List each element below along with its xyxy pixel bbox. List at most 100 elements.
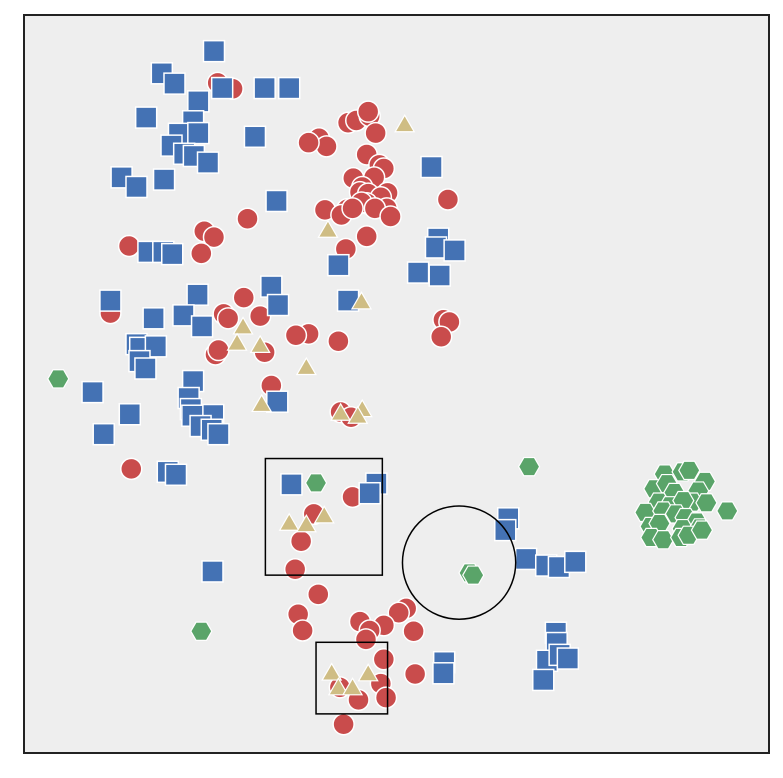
circle-point (374, 686, 398, 709)
hexagon-point (652, 530, 675, 550)
square-point (424, 236, 448, 259)
square-point (152, 168, 176, 191)
circle-point (387, 601, 410, 625)
square-point (134, 357, 157, 380)
triangle-point (357, 663, 379, 682)
triangle-point (313, 505, 335, 524)
triangle-point (251, 393, 273, 413)
triangle-point (295, 514, 317, 533)
circle-point (283, 557, 307, 581)
triangle-point (232, 316, 254, 335)
square-point (134, 106, 158, 129)
circle-point (372, 648, 396, 671)
square-point (266, 293, 290, 317)
circle-point (429, 325, 453, 349)
square-point (142, 307, 165, 330)
square-point (187, 90, 210, 113)
triangle-point (347, 405, 369, 424)
triangle-point (317, 219, 339, 238)
circle-point (190, 242, 213, 265)
square-point (514, 547, 538, 571)
circle-point (402, 619, 425, 643)
triangle-point (350, 291, 373, 310)
circle-point (327, 329, 350, 353)
square-point (118, 403, 142, 426)
triangle-point (327, 677, 349, 696)
square-point (532, 668, 555, 692)
triangle-series (226, 114, 416, 696)
square-point (243, 125, 267, 149)
triangle-point (295, 356, 317, 376)
circle-point (216, 307, 240, 330)
circle-point (284, 324, 308, 347)
triangle-point (341, 677, 364, 696)
square-series (81, 39, 587, 692)
circle-point (207, 338, 230, 362)
hexagon-point (462, 565, 485, 585)
circle-point (120, 457, 143, 481)
circle-point (332, 712, 355, 736)
square-point (564, 550, 587, 574)
circle-point (236, 207, 259, 230)
square-point (163, 72, 186, 95)
circle-point (202, 225, 226, 249)
annotation-layer (264, 457, 517, 715)
square-point (280, 473, 303, 496)
square-point (201, 560, 224, 583)
circle-point (436, 188, 460, 211)
square-point (125, 175, 148, 199)
highlight-box (264, 457, 384, 576)
highlight-box (315, 641, 389, 715)
circle-point (297, 131, 320, 154)
triangle-point (330, 402, 352, 421)
circle-point (355, 225, 378, 248)
square-point (196, 151, 220, 174)
square-point (161, 242, 184, 266)
hexagon-point (678, 460, 701, 481)
square-point (420, 155, 443, 179)
square-point (432, 662, 455, 685)
highlight-circle (401, 505, 517, 620)
square-point (207, 422, 230, 446)
square-point (81, 380, 104, 404)
square-point (190, 315, 214, 338)
hexagon-point (190, 621, 213, 641)
square-point (443, 239, 466, 262)
hexagon-point (695, 493, 718, 513)
triangle-point (394, 114, 416, 133)
square-point (277, 76, 301, 100)
hexagon-point (47, 369, 70, 389)
hexagon-point (517, 456, 541, 477)
triangle-point (278, 512, 300, 531)
hexagon-series (47, 369, 739, 641)
square-point (358, 481, 381, 505)
circle-point (307, 583, 330, 606)
square-point (186, 283, 209, 306)
square-point (92, 422, 115, 446)
circle-point (341, 197, 364, 220)
circle-point (354, 628, 378, 651)
circle-point (356, 100, 380, 123)
hexagon-point (716, 501, 739, 521)
data-marks (47, 39, 739, 736)
square-point (265, 189, 288, 213)
square-point (202, 39, 226, 63)
circle-point (289, 529, 313, 553)
circle-point (232, 286, 256, 309)
circle-point (364, 121, 387, 145)
triangle-point (249, 334, 271, 353)
square-point (210, 76, 234, 100)
square-point (428, 264, 451, 287)
square-point (253, 76, 276, 100)
square-point (187, 121, 210, 145)
triangle-point (226, 332, 248, 351)
square-point (406, 261, 430, 284)
square-point (164, 463, 188, 487)
square-point (556, 647, 580, 670)
hexagon-point (304, 473, 328, 493)
square-point (99, 289, 122, 312)
plot-area (23, 14, 770, 754)
circle-point (291, 619, 314, 642)
square-point (327, 253, 350, 277)
hexagon-point (690, 520, 714, 540)
